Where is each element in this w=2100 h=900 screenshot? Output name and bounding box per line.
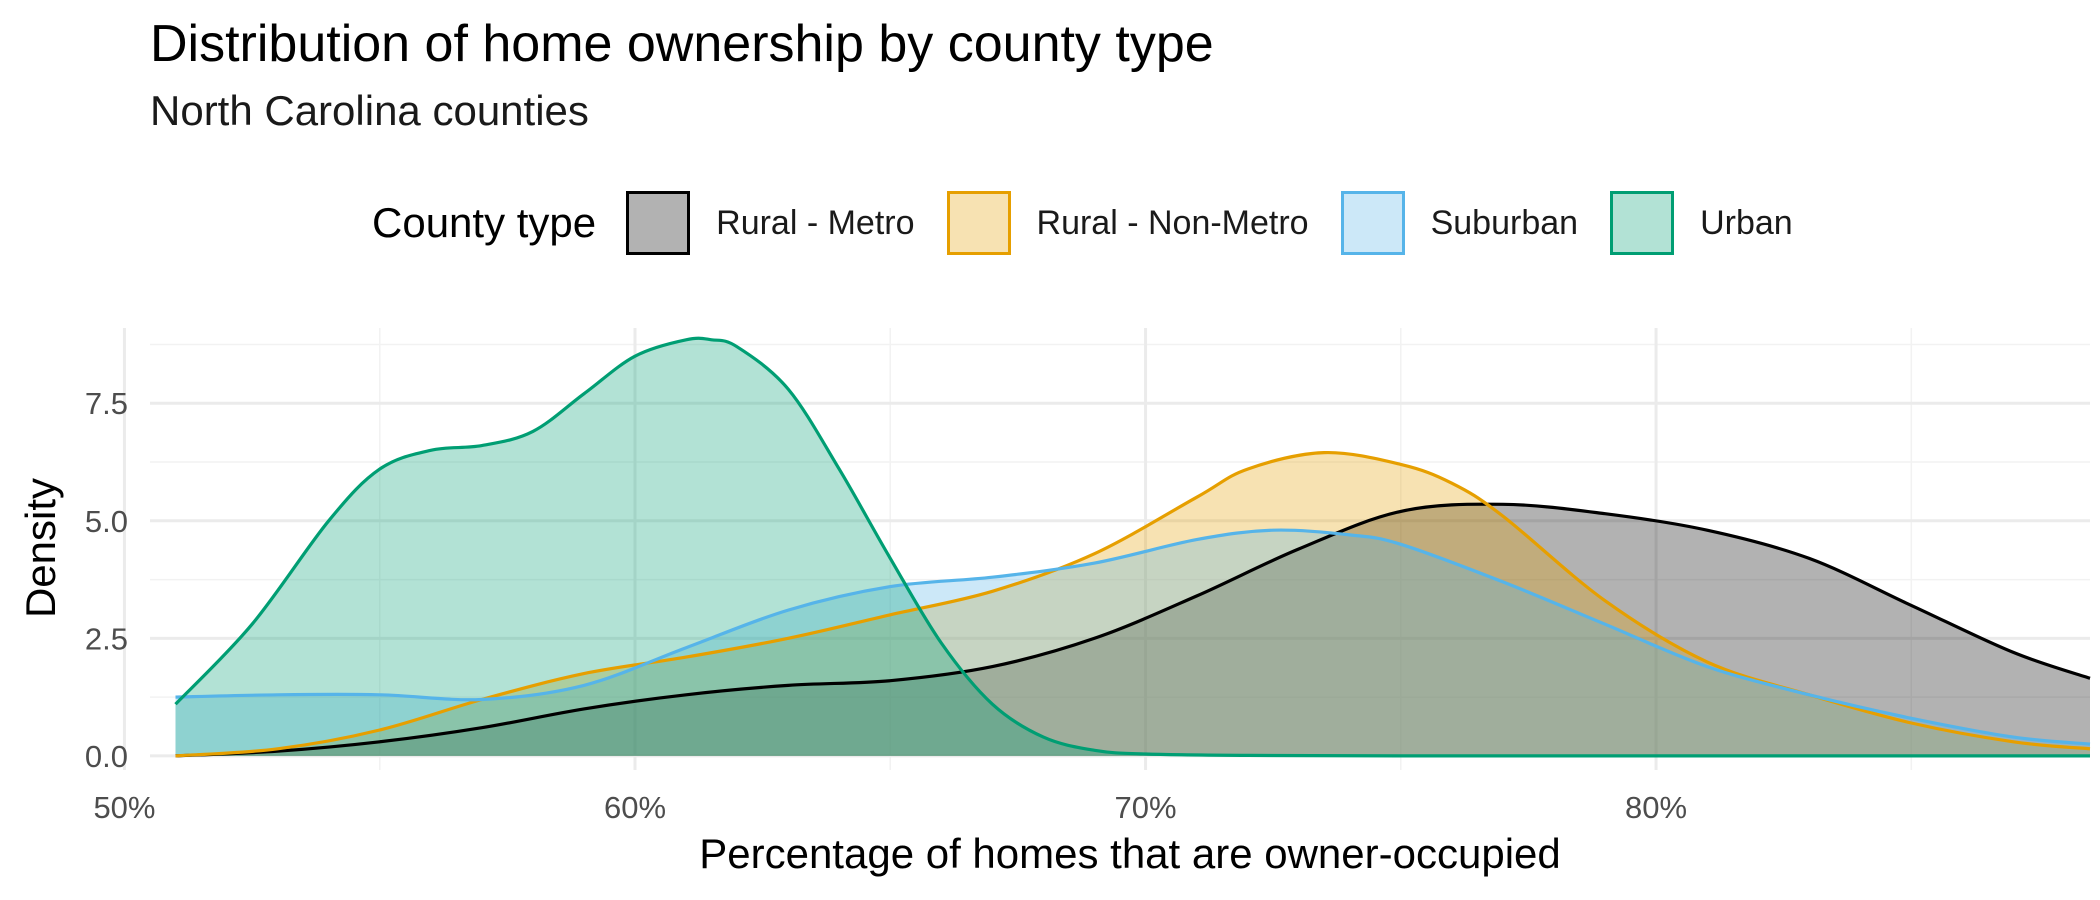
grid-minor — [150, 328, 2090, 770]
density-area-rural-non-metro — [175, 452, 2090, 756]
x-tick-label: 50% — [93, 790, 155, 825]
density-line-urban — [174, 336, 2090, 758]
x-tick-label: 70% — [1115, 790, 1177, 825]
density-line-rural-metro — [175, 502, 2091, 758]
y-axis-ticks: 0.0 2.5 5.0 7.5 — [85, 386, 128, 774]
density-areas — [175, 338, 2090, 756]
density-line-suburban — [175, 528, 2091, 746]
legend-key-urban — [1610, 191, 1675, 255]
density-lines — [174, 336, 2091, 758]
legend-label-rural-metro: Rural - Metro — [716, 203, 915, 242]
legend-label-urban: Urban — [1700, 203, 1793, 242]
legend: County type Rural - Metro Rural - Non-Me… — [372, 188, 1825, 258]
legend-key-rural-non-metro — [946, 191, 1011, 255]
legend-item-urban: Urban — [1610, 191, 1793, 255]
legend-item-rural-metro: Rural - Metro — [626, 191, 915, 255]
y-tick-label: 5.0 — [85, 504, 128, 539]
legend-item-rural-non-metro: Rural - Non-Metro — [946, 191, 1309, 255]
x-tick-label: 60% — [604, 790, 666, 825]
y-tick-label: 2.5 — [85, 621, 128, 656]
x-axis-ticks: 50% 60% 70% 80% — [93, 790, 1687, 825]
y-axis-title: Density — [17, 478, 64, 618]
legend-key-rural-metro — [626, 191, 691, 255]
y-tick-label: 0.0 — [85, 739, 128, 774]
x-tick-label: 80% — [1625, 790, 1687, 825]
legend-label-rural-non-metro: Rural - Non-Metro — [1036, 203, 1309, 242]
x-axis-title: Percentage of homes that are owner-occup… — [699, 830, 1561, 877]
legend-title: County type — [372, 199, 597, 246]
density-area-urban — [175, 338, 2090, 756]
chart-subtitle: North Carolina counties — [150, 87, 589, 134]
legend-item-suburban: Suburban — [1340, 191, 1579, 255]
legend-key-suburban — [1340, 191, 1405, 255]
y-tick-label: 7.5 — [85, 386, 128, 421]
chart-title: Distribution of home ownership by county… — [150, 15, 1214, 73]
density-area-rural-metro — [175, 504, 2090, 756]
legend-label-suburban: Suburban — [1430, 203, 1579, 242]
